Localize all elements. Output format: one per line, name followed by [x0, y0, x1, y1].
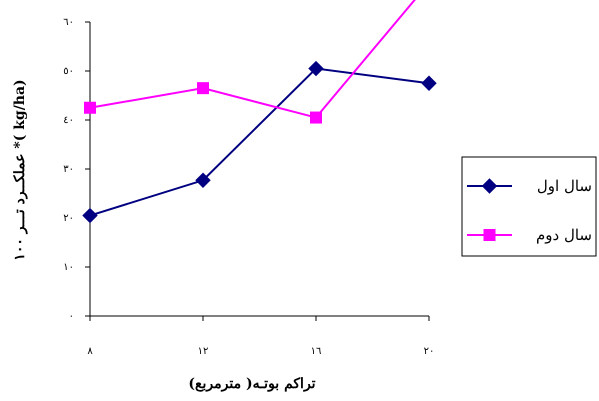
y-tick-label: ٣٠ — [63, 164, 74, 175]
x-tick-label: ١٦ — [311, 346, 322, 357]
y-tick-label: ٦٠ — [63, 17, 74, 28]
data-point — [197, 82, 209, 95]
data-point — [308, 60, 324, 77]
series-layer — [82, 0, 437, 224]
data-point — [195, 172, 211, 188]
tick-labels: ٠ ١٠ ٢٠ ٣٠ ٤٠ ٥٠ ٦٠ ٨ ١٢ ١٦ ٢٠ — [63, 17, 434, 357]
legend-label: سال اول — [537, 177, 592, 195]
legend: سال اول سال دوم — [461, 156, 597, 257]
data-point — [84, 101, 96, 114]
y-axis-title: عملکــرد تـــر ۱۰۰ *( kg/ha) — [12, 79, 28, 260]
data-point — [421, 75, 437, 91]
y-tick-label: ٢٠ — [63, 213, 74, 224]
x-axis-title: تراکم بوتـه( مترمربع) — [188, 376, 315, 392]
x-tick-label: ١٢ — [198, 346, 209, 357]
series-2 — [84, 0, 416, 124]
y-tick-label: ٤٠ — [63, 115, 74, 126]
data-point — [310, 111, 322, 124]
series-1 — [82, 60, 437, 224]
data-point — [82, 207, 98, 224]
series-line — [89, 67, 430, 217]
x-tick-label: ٨ — [87, 346, 93, 357]
x-tick-label: ٢٠ — [424, 346, 435, 357]
legend-label: سال دوم — [536, 226, 592, 244]
y-tick-label: ٠ — [69, 311, 74, 322]
y-tick-label: ٥٠ — [63, 66, 74, 77]
legend-marker — [483, 229, 496, 241]
series-line — [89, 0, 416, 119]
legend-marker — [481, 178, 498, 194]
axes — [85, 21, 430, 321]
y-tick-label: ١٠ — [63, 262, 74, 273]
